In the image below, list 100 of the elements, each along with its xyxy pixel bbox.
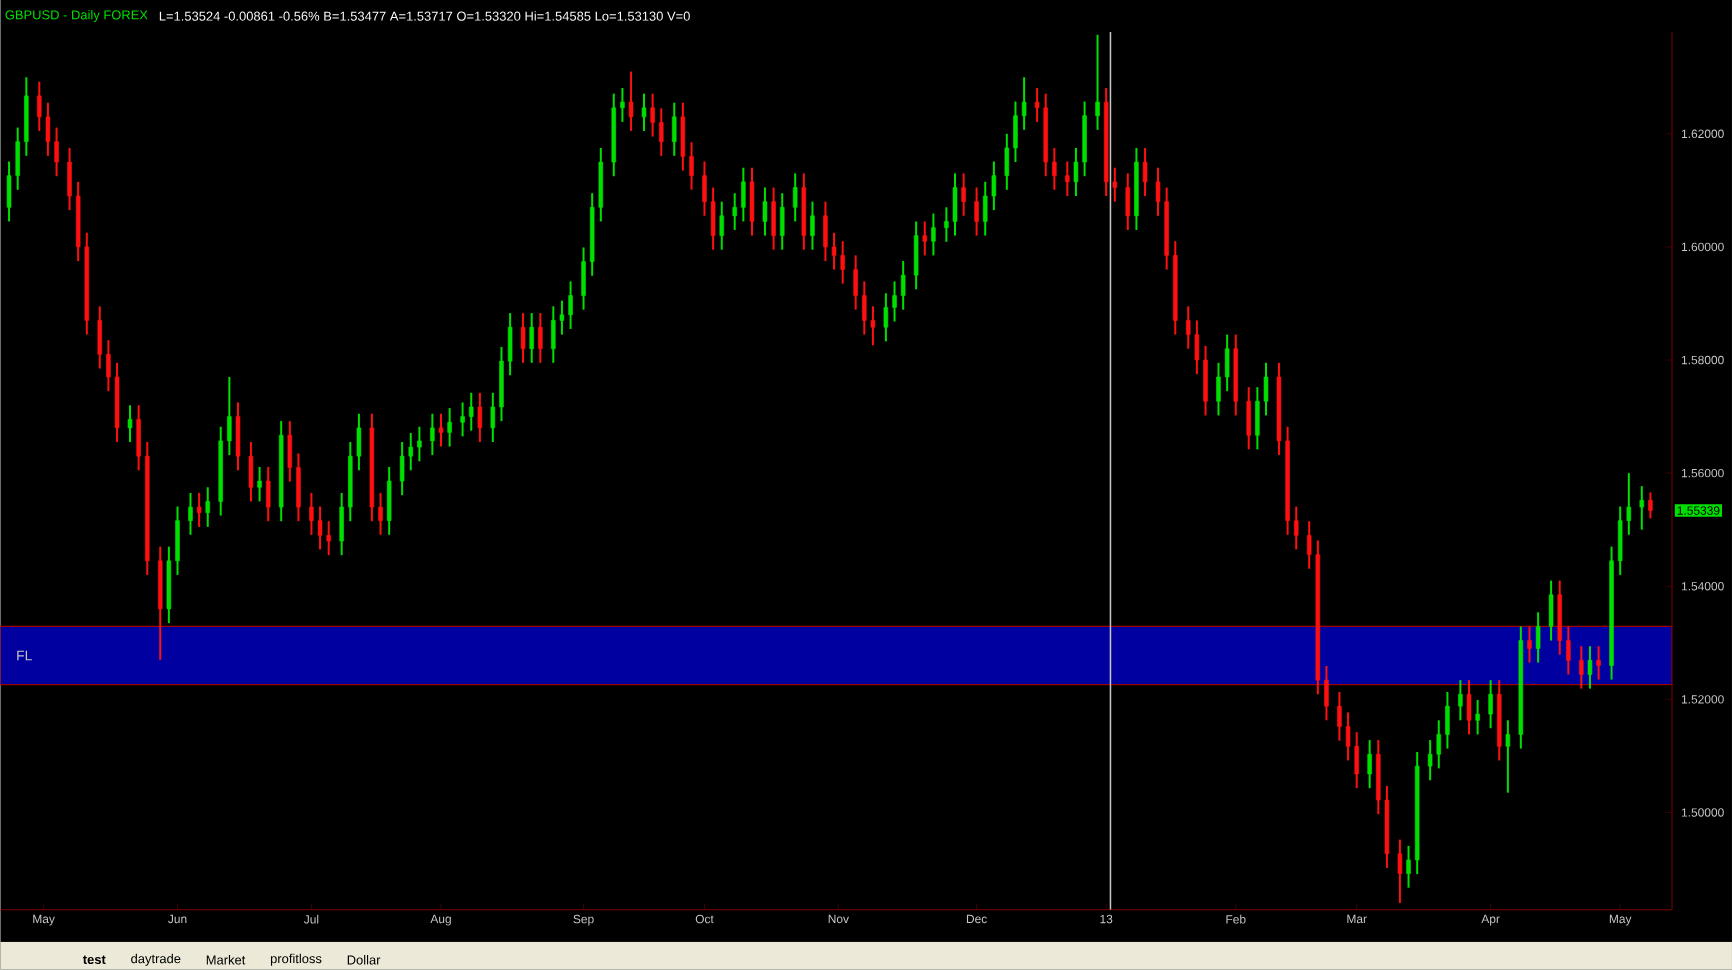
candlestick [710, 186, 716, 251]
candlestick [175, 505, 180, 577]
candlestick [659, 107, 664, 157]
candlestick [1216, 361, 1221, 417]
candlestick [24, 76, 29, 157]
candlestick [1488, 679, 1493, 730]
candlestick [1548, 579, 1554, 642]
candlestick [1648, 491, 1653, 520]
candlestick [1587, 645, 1593, 690]
candlestick [529, 312, 534, 364]
candlestick [430, 412, 435, 457]
candlestick [1203, 345, 1208, 417]
candlestick [1639, 485, 1645, 531]
candlestick [1436, 719, 1442, 770]
candlestick [1224, 333, 1230, 393]
candlestick [641, 92, 647, 133]
candlestick [378, 492, 383, 536]
candlestick [386, 466, 392, 536]
candlestick [1293, 505, 1299, 551]
candlestick [853, 254, 858, 311]
candlestick [97, 305, 103, 370]
candlestick [762, 186, 768, 237]
candlestick [749, 166, 755, 237]
candlestick [1466, 679, 1472, 736]
candlestick [650, 92, 655, 138]
candlestick [1475, 699, 1480, 736]
candlestick [248, 441, 254, 503]
candlestick [339, 492, 344, 557]
candlestick [127, 404, 133, 444]
candlestick [779, 192, 785, 251]
candlestick [227, 376, 232, 457]
candlestick [1246, 386, 1251, 451]
candlestick [732, 192, 737, 232]
candlestick [1566, 625, 1571, 676]
candlestick [1596, 645, 1601, 681]
candlestick [460, 401, 465, 438]
candlestick [620, 87, 625, 124]
candlestick [961, 172, 966, 217]
candlestick [1095, 33, 1100, 131]
candlestick [196, 492, 202, 528]
candlestick [689, 141, 694, 191]
candlestick [913, 220, 919, 291]
candlestick [468, 391, 474, 432]
candlestick [680, 101, 686, 172]
candlestick [931, 212, 936, 257]
candlestick [287, 420, 293, 483]
candlestick [1505, 719, 1511, 794]
candlestick [719, 200, 724, 251]
candlestick [1052, 147, 1057, 191]
candlestick [792, 172, 798, 223]
candlestick [1617, 505, 1623, 577]
candlestick [257, 466, 262, 503]
candlestick [520, 312, 526, 364]
candlestick [1324, 665, 1329, 722]
candlestick [265, 466, 271, 523]
candlestick [399, 441, 405, 497]
candlestick [1013, 100, 1018, 164]
candlestick [1535, 611, 1541, 664]
candlestick [1579, 645, 1584, 690]
candlestick [1458, 679, 1463, 722]
candlestick [1427, 739, 1433, 782]
candlestick [892, 280, 897, 323]
candlestick [1527, 625, 1532, 664]
candlestick [702, 160, 707, 217]
candlestick [581, 246, 586, 311]
candlestick [317, 505, 323, 551]
candlestick [136, 404, 141, 472]
candlestick [1142, 147, 1148, 198]
candlestick [883, 292, 889, 343]
candlestick [417, 425, 422, 463]
candlestick [1367, 739, 1372, 790]
candlestick [741, 166, 746, 223]
candlestick [1406, 844, 1411, 889]
candlestick [235, 401, 241, 472]
candlestick [1004, 132, 1010, 191]
candlestick [490, 391, 496, 444]
candlestick [672, 101, 677, 157]
candlestick [1021, 76, 1027, 131]
candlestick [771, 186, 776, 251]
candlestick [922, 220, 928, 257]
candlestick [438, 412, 444, 448]
candlestick [507, 312, 513, 377]
candlestick [188, 492, 193, 536]
candlestick [447, 407, 452, 448]
candlestick [900, 260, 906, 311]
candlestick [810, 200, 815, 251]
candlestick [296, 452, 301, 523]
candlestick [538, 312, 543, 364]
candlestick [477, 391, 483, 444]
candlestick [1194, 319, 1200, 376]
candlestick [205, 486, 210, 528]
candlestick [1125, 172, 1131, 232]
candlestick [67, 147, 72, 212]
candlestick [45, 101, 51, 157]
candlestick [1445, 691, 1450, 750]
candlestick [1397, 838, 1403, 905]
candlestick [974, 186, 979, 237]
candlestick [1557, 579, 1562, 656]
candlestick [952, 172, 958, 237]
candlestick [1065, 160, 1070, 198]
